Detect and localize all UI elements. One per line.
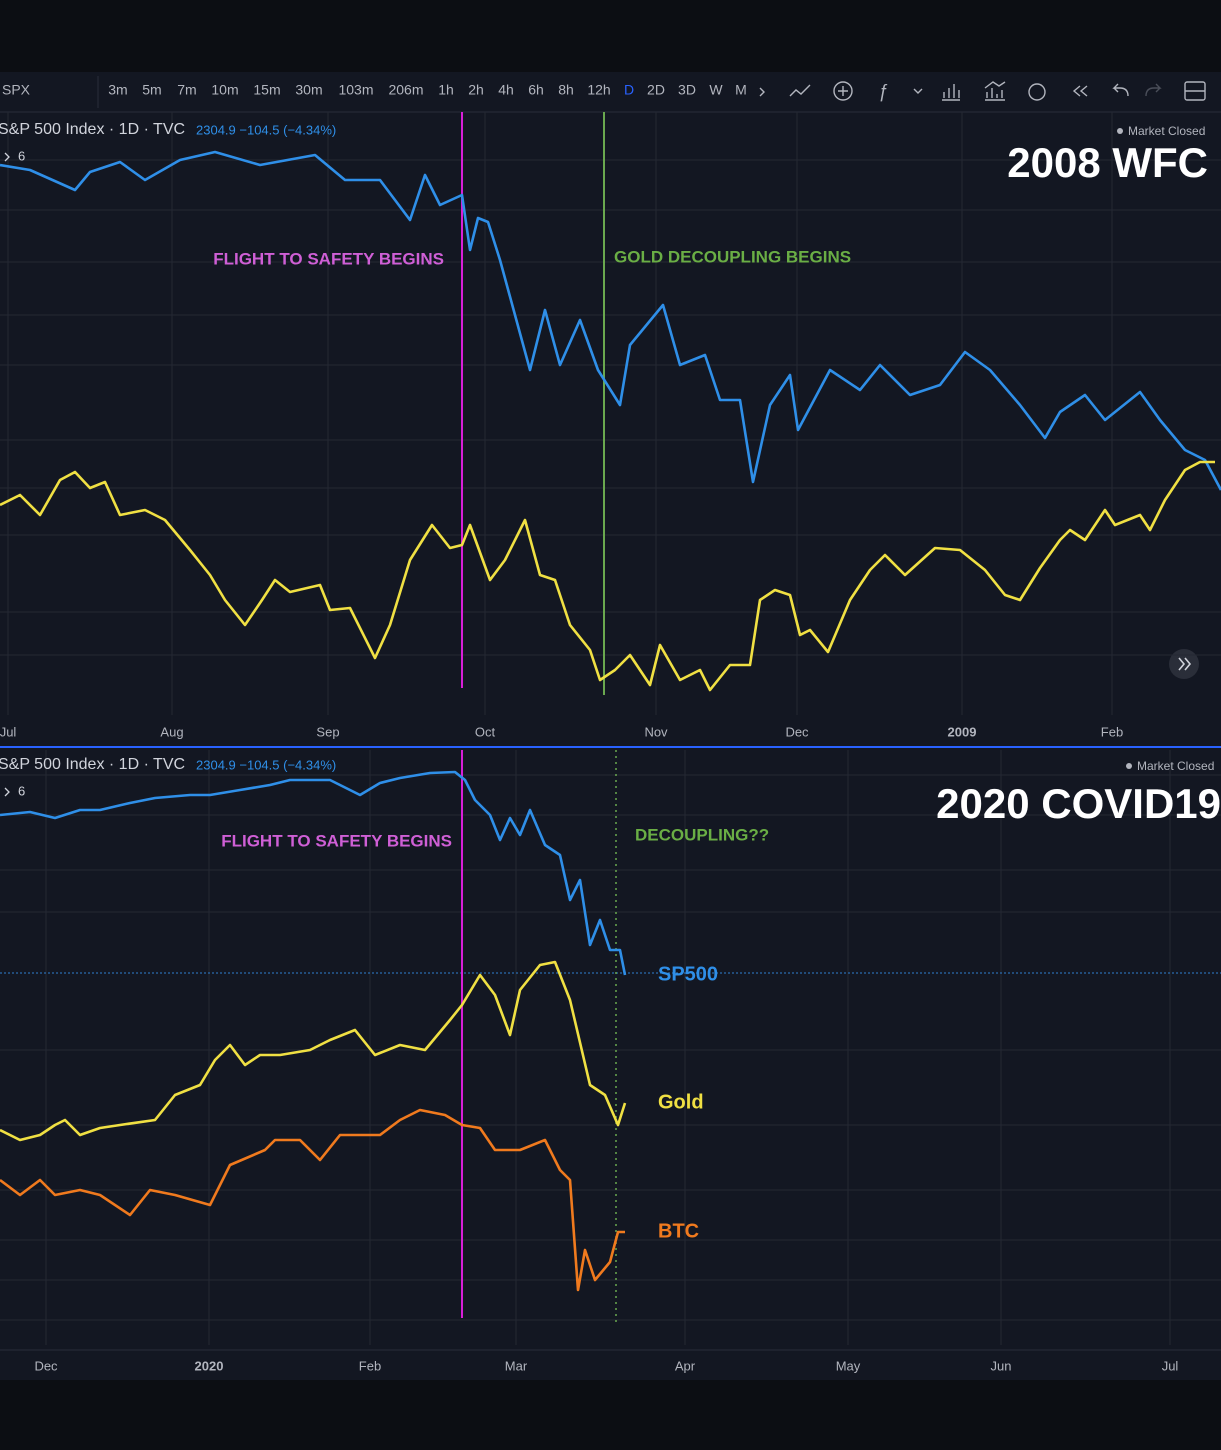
x-tick-label: Apr <box>675 1358 696 1373</box>
replay-icon[interactable] <box>1072 85 1088 97</box>
annotation: DECOUPLING?? <box>635 825 769 844</box>
scroll-button-icon <box>1178 657 1192 671</box>
interval-button[interactable]: 1h <box>438 82 454 98</box>
interval-button[interactable]: 12h <box>587 82 610 98</box>
interval-button[interactable]: 7m <box>177 82 196 98</box>
interval-button[interactable]: D <box>624 82 634 98</box>
market-status: Market Closed <box>1137 759 1214 773</box>
x-tick-label: Jul <box>0 724 16 739</box>
scroll-button[interactable] <box>1169 649 1199 679</box>
symbol[interactable]: SPX <box>2 82 31 98</box>
x-tick-label: Aug <box>160 724 183 739</box>
fx-icon[interactable]: ƒ <box>878 81 888 101</box>
interval-button[interactable]: 6h <box>528 82 544 98</box>
series-label: Gold <box>658 1091 704 1113</box>
x-tick-label: Nov <box>644 724 668 739</box>
series-line <box>0 770 627 976</box>
dropdown-icon[interactable] <box>913 88 923 94</box>
interval-button[interactable]: 10m <box>211 82 238 98</box>
series-line <box>0 150 1221 491</box>
indicator-toggle[interactable]: 6 <box>18 148 25 163</box>
chart-header: S&P 500 Index · 1D · TVC <box>0 121 185 138</box>
market-status: Market Closed <box>1128 124 1205 138</box>
series-line <box>0 460 1215 692</box>
interval-button[interactable]: 3D <box>678 82 696 98</box>
annotation: FLIGHT TO SAFETY BEGINS <box>213 249 444 268</box>
interval-button[interactable]: 206m <box>388 82 423 98</box>
x-tick-label: Sep <box>316 724 339 739</box>
x-tick-label: Feb <box>359 1358 381 1373</box>
redo-icon[interactable] <box>1145 83 1162 97</box>
interval-button[interactable]: 3m <box>108 82 127 98</box>
compare-icon[interactable] <box>942 84 960 101</box>
quote: 2304.9 −104.5 (−4.34%) <box>196 122 336 137</box>
undo-icon[interactable] <box>1112 83 1129 97</box>
interval-button[interactable]: 5m <box>142 82 161 98</box>
x-tick-label: May <box>836 1358 861 1373</box>
interval-button[interactable]: 2h <box>468 82 484 98</box>
annotation: GOLD DECOUPLING BEGINS <box>614 247 851 266</box>
alert-icon[interactable] <box>1028 83 1046 101</box>
plus-icon <box>838 86 848 96</box>
dropdown-icon[interactable] <box>759 87 765 97</box>
indicator-icon[interactable] <box>833 81 853 101</box>
chart-header: S&P 500 Index · 1D · TVC <box>0 756 185 773</box>
x-tick-label: Dec <box>34 1358 58 1373</box>
chart-title: 2020 COVID19 <box>936 780 1221 827</box>
toolbar <box>0 72 1221 112</box>
templates-icon[interactable] <box>984 81 1006 101</box>
toolbar-icons: ƒ <box>759 81 1206 101</box>
chart-title: 2008 WFC <box>1007 139 1208 186</box>
x-tick-label: Dec <box>785 724 809 739</box>
series-label: BTC <box>658 1220 699 1242</box>
indicator-chevron <box>4 152 10 162</box>
interval-button[interactable]: 8h <box>558 82 574 98</box>
x-tick-label: Mar <box>505 1358 528 1373</box>
series-line <box>0 1108 625 1292</box>
indicator-toggle[interactable]: 6 <box>18 783 25 798</box>
x-tick-label: 2009 <box>948 724 977 739</box>
status-dot <box>1126 763 1132 769</box>
x-tick-label: Feb <box>1101 724 1123 739</box>
series-line <box>0 960 627 1142</box>
annotation: FLIGHT TO SAFETY BEGINS <box>221 831 452 850</box>
interval-button[interactable]: M <box>735 82 747 98</box>
chart-pane: Dec 2020 Feb Mar Apr May Jun Jul FLIGHT TO SAFET… <box>0 750 1221 1373</box>
chart-pane: Jul Aug Sep Oct Nov Dec 2009 Feb FLIGHT TO SAFET… <box>0 112 1221 739</box>
x-tick-label: 2020 <box>195 1358 224 1373</box>
status-dot <box>1117 128 1123 134</box>
interval-button[interactable]: 4h <box>498 82 514 98</box>
interval-button[interactable]: W <box>709 82 723 98</box>
interval-button[interactable]: 30m <box>295 82 322 98</box>
x-tick-label: Oct <box>475 724 496 739</box>
interval-button[interactable]: 2D <box>647 82 665 98</box>
quote: 2304.9 −104.5 (−4.34%) <box>196 757 336 772</box>
chart-type-icon[interactable] <box>789 84 811 97</box>
interval-button[interactable]: 103m <box>338 82 373 98</box>
x-tick-label: Jun <box>991 1358 1012 1373</box>
indicator-chevron <box>4 787 10 797</box>
x-tick-label: Jul <box>1162 1358 1179 1373</box>
series-label: SP500 <box>658 963 718 985</box>
interval-button[interactable]: 15m <box>253 82 280 98</box>
